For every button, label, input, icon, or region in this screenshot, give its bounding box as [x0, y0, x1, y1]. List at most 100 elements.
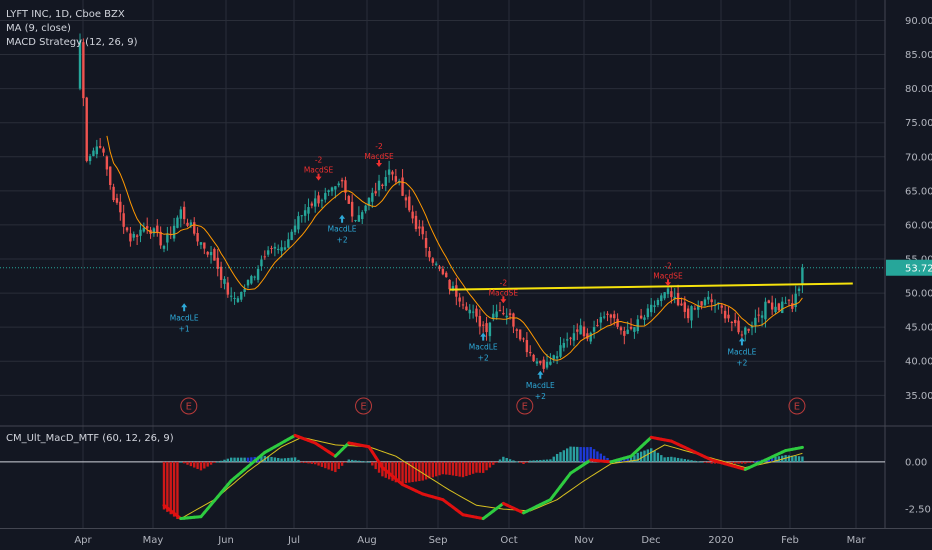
candle-body[interactable]: [666, 288, 670, 295]
candle-body[interactable]: [539, 360, 542, 364]
candle-body[interactable]: [616, 318, 619, 327]
candle-body[interactable]: [579, 325, 582, 335]
candle-body[interactable]: [330, 187, 334, 192]
candle-body[interactable]: [650, 304, 653, 313]
candle-body[interactable]: [613, 314, 616, 319]
candle-body[interactable]: [720, 305, 723, 308]
candle-body[interactable]: [589, 332, 592, 342]
candle-body[interactable]: [686, 308, 690, 319]
candle-body[interactable]: [750, 325, 754, 328]
candle-body[interactable]: [495, 311, 498, 318]
candle-body[interactable]: [88, 156, 92, 162]
candle-body[interactable]: [213, 248, 216, 261]
candle-body[interactable]: [478, 315, 482, 327]
candle-body[interactable]: [791, 303, 794, 309]
candle-body[interactable]: [434, 263, 438, 265]
candle-body[interactable]: [371, 192, 374, 202]
candle-body[interactable]: [569, 337, 572, 339]
candle-body[interactable]: [777, 303, 781, 311]
candle-body[interactable]: [240, 291, 243, 300]
candle-body[interactable]: [266, 250, 270, 255]
candle-body[interactable]: [596, 325, 599, 327]
candle-body[interactable]: [801, 267, 804, 285]
candle-body[interactable]: [344, 180, 347, 193]
candle-body[interactable]: [471, 311, 475, 313]
candle-body[interactable]: [122, 213, 125, 227]
candle-body[interactable]: [760, 315, 764, 318]
candle-body[interactable]: [723, 310, 727, 319]
candle-body[interactable]: [683, 302, 686, 312]
candle-body[interactable]: [532, 354, 535, 361]
candle-body[interactable]: [125, 227, 129, 231]
candle-body[interactable]: [549, 361, 552, 365]
candle-body[interactable]: [159, 231, 162, 246]
candle-body[interactable]: [129, 233, 132, 242]
candle-body[interactable]: [515, 329, 518, 331]
candle-body[interactable]: [740, 334, 744, 336]
candle-body[interactable]: [236, 298, 240, 302]
candle-body[interactable]: [142, 227, 146, 232]
legend-symbol[interactable]: LYFT INC, 1D, Cboe BZX: [6, 9, 125, 20]
candle-body[interactable]: [485, 323, 488, 333]
candle-body[interactable]: [102, 148, 105, 153]
candle-body[interactable]: [508, 313, 512, 315]
candle-body[interactable]: [216, 257, 219, 269]
candle-body[interactable]: [152, 228, 156, 234]
candle-body[interactable]: [498, 310, 502, 312]
candle-body[interactable]: [529, 352, 532, 354]
candle-body[interactable]: [297, 216, 300, 230]
candle-body[interactable]: [770, 302, 774, 310]
candle-body[interactable]: [774, 306, 777, 313]
earnings-marker[interactable]: [516, 397, 534, 415]
candle-body[interactable]: [300, 215, 303, 217]
candle-body[interactable]: [576, 329, 579, 332]
legend-ma[interactable]: MA (9, close): [6, 23, 71, 34]
candle-body[interactable]: [109, 166, 112, 186]
candle-body[interactable]: [78, 40, 82, 89]
candle-body[interactable]: [367, 197, 371, 206]
candle-body[interactable]: [438, 266, 441, 269]
candle-body[interactable]: [730, 321, 734, 323]
candlestick-series[interactable]: [78, 33, 804, 373]
candle-body[interactable]: [623, 331, 626, 336]
candle-body[interactable]: [646, 308, 650, 318]
candle-body[interactable]: [492, 313, 495, 319]
candle-body[interactable]: [586, 333, 589, 339]
candle-body[interactable]: [179, 209, 182, 219]
candle-body[interactable]: [250, 276, 253, 284]
candle-body[interactable]: [710, 299, 713, 303]
candle-body[interactable]: [203, 242, 206, 249]
candle-body[interactable]: [219, 266, 223, 280]
candle-body[interactable]: [690, 306, 693, 321]
candle-body[interactable]: [629, 326, 633, 329]
candle-body[interactable]: [324, 193, 327, 200]
candle-body[interactable]: [737, 320, 740, 333]
candle-body[interactable]: [626, 329, 629, 334]
candle-body[interactable]: [421, 226, 424, 235]
candle-body[interactable]: [445, 272, 448, 278]
candle-body[interactable]: [680, 303, 683, 306]
candle-body[interactable]: [670, 291, 673, 298]
candle-body[interactable]: [542, 359, 545, 369]
candle-body[interactable]: [522, 338, 525, 340]
candle-body[interactable]: [555, 356, 559, 359]
candle-body[interactable]: [757, 314, 760, 316]
candle-body[interactable]: [350, 201, 354, 217]
candle-body[interactable]: [676, 292, 680, 306]
candle-body[interactable]: [458, 297, 461, 302]
candle-body[interactable]: [552, 355, 555, 360]
candle-body[interactable]: [310, 203, 314, 206]
candle-body[interactable]: [364, 205, 367, 212]
candle-body[interactable]: [290, 231, 293, 241]
candle-body[interactable]: [337, 183, 340, 186]
candle-body[interactable]: [633, 327, 636, 332]
candle-body[interactable]: [377, 180, 381, 191]
candle-body[interactable]: [663, 292, 666, 299]
candle-body[interactable]: [562, 342, 566, 348]
candle-body[interactable]: [287, 239, 290, 248]
candle-body[interactable]: [132, 233, 135, 238]
candle-body[interactable]: [317, 195, 320, 204]
candle-body[interactable]: [340, 179, 344, 182]
candle-body[interactable]: [787, 299, 791, 301]
